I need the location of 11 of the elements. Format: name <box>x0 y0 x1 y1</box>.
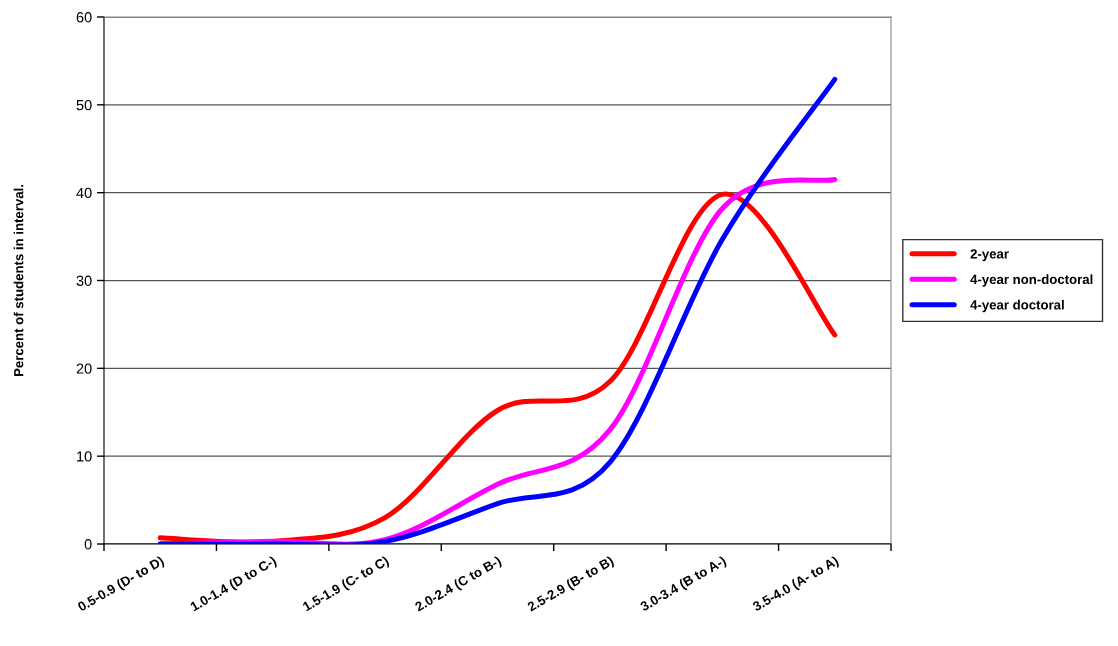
y-tick-label: 60 <box>76 12 92 23</box>
legend-label: 2-year <box>970 249 1009 262</box>
y-tick-label: 30 <box>76 275 92 286</box>
y-tick-label: 20 <box>76 363 92 374</box>
y-tick-label: 0 <box>84 539 92 550</box>
y-tick-label: 40 <box>76 187 92 199</box>
y-axis-title: Percent of students in interval. <box>13 184 24 377</box>
y-tick-label: 50 <box>76 99 92 111</box>
legend-label: 4-year non-doctoral <box>970 274 1093 287</box>
y-tick-label: 10 <box>77 451 92 462</box>
legend-label: 4-year doctoral <box>970 299 1064 313</box>
